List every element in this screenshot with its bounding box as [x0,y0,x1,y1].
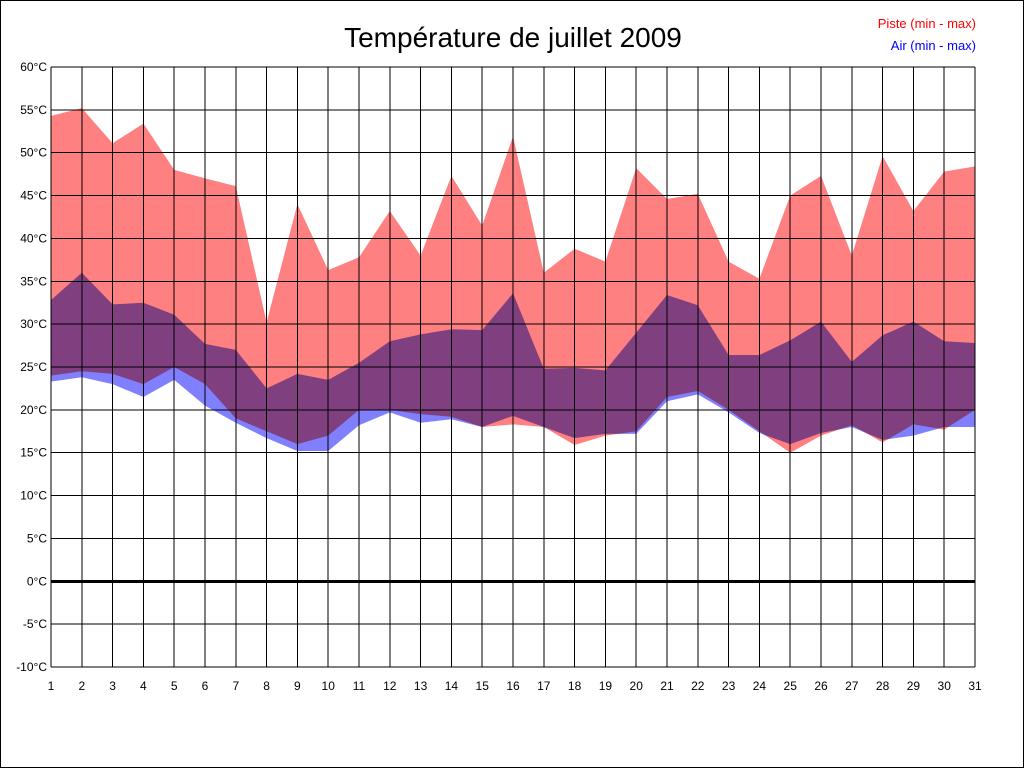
x-tick-label: 26 [814,679,828,693]
y-tick-label: 60°C [20,60,47,74]
x-tick-label: 17 [537,679,551,693]
legend-piste: Piste (min - max) [878,16,976,31]
y-tick-label: 45°C [20,189,47,203]
x-tick-label: 29 [907,679,921,693]
y-axis-ticks: -10°C -5°C 0°C 5°C 10°C 15°C 20°C 25°C 30°C 35°C 4… [16,60,47,674]
y-tick-label: 15°C [20,446,47,460]
x-tick-label: 5 [171,679,178,693]
x-tick-label: 23 [722,679,736,693]
x-tick-label: 2 [78,679,85,693]
y-tick-label: 25°C [20,360,47,374]
x-tick-label: 30 [938,679,952,693]
y-tick-label: 10°C [20,489,47,503]
y-tick-label: 55°C [20,103,47,117]
x-tick-label: 12 [383,679,397,693]
x-tick-label: 15 [476,679,490,693]
x-tick-label: 10 [322,679,336,693]
x-tick-label: 28 [876,679,890,693]
x-tick-label: 31 [968,679,982,693]
x-tick-label: 19 [599,679,613,693]
y-tick-label: 5°C [27,531,47,545]
x-tick-label: 24 [753,679,767,693]
x-tick-label: 6 [202,679,209,693]
x-tick-label: 27 [845,679,859,693]
y-tick-label: -10°C [16,660,47,674]
x-tick-label: 13 [414,679,428,693]
x-tick-label: 4 [140,679,147,693]
x-tick-label: 7 [232,679,239,693]
x-tick-label: 9 [294,679,301,693]
x-tick-label: 3 [109,679,116,693]
y-tick-label: 35°C [20,274,47,288]
y-tick-label: 20°C [20,403,47,417]
y-tick-label: -5°C [23,617,47,631]
x-tick-label: 18 [568,679,582,693]
y-tick-label: 30°C [20,317,47,331]
x-tick-label: 25 [784,679,798,693]
x-tick-label: 11 [353,679,366,693]
grid-layer [50,66,976,668]
x-tick-label: 8 [263,679,270,693]
y-tick-label: 40°C [20,231,47,245]
x-tick-label: 14 [445,679,459,693]
x-tick-label: 22 [691,679,705,693]
x-tick-label: 21 [660,679,674,693]
x-tick-label: 16 [506,679,520,693]
y-tick-label: 50°C [20,146,47,160]
legend-air: Air (min - max) [891,38,976,53]
x-axis-ticks: 1 2 3 4 5 6 7 8 9 10 11 12 13 14 15 16 17 18 19 20 21 22 23 24 2… [48,679,982,693]
y-tick-label: 0°C [27,574,47,588]
chart-title: Température de juillet 2009 [344,22,682,53]
x-tick-label: 1 [48,679,55,693]
x-tick-label: 20 [630,679,644,693]
